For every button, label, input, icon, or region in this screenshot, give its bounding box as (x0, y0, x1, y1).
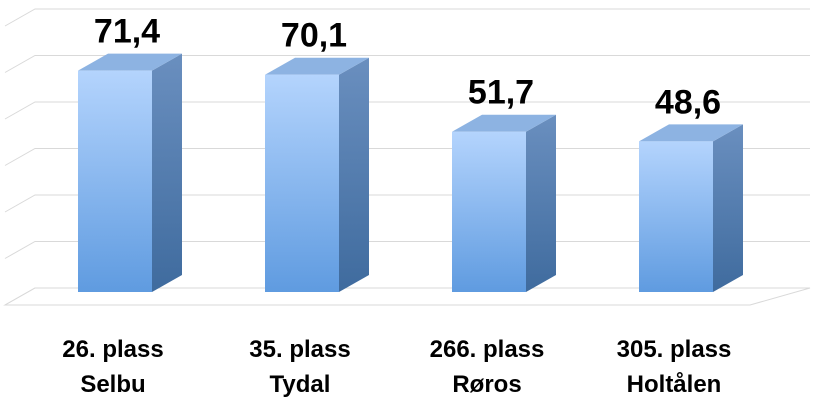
x-tick-label: 305. plass (617, 336, 732, 363)
bar-front (78, 70, 152, 292)
grid-line (4, 287, 810, 306)
bar (452, 114, 556, 292)
bar (265, 57, 369, 292)
bar-side (339, 57, 369, 292)
bar-top (78, 53, 182, 71)
x-tick-label: 266. plass (430, 336, 545, 363)
grid-line (4, 55, 810, 73)
bar-side (152, 53, 182, 292)
value-label: 48,6 (655, 83, 721, 121)
bar-front (639, 141, 713, 292)
bar (639, 124, 743, 292)
bar-top (452, 114, 556, 132)
bar-top (265, 57, 369, 75)
x-tick-label: Røros (452, 371, 521, 398)
value-label: 51,7 (468, 74, 534, 112)
bar-top (639, 124, 743, 142)
x-tick-label: 35. plass (249, 336, 350, 363)
x-tick-label: Holtålen (627, 371, 722, 398)
grid-line (4, 8, 810, 27)
bar-side (526, 114, 556, 292)
x-tick-label: Selbu (80, 371, 145, 398)
bar (78, 53, 182, 292)
x-tick-label: 26. plass (62, 336, 163, 363)
value-label: 71,4 (94, 13, 160, 51)
x-tick-label: Tydal (270, 371, 331, 398)
bar-side (713, 124, 743, 292)
grid-line (4, 101, 810, 120)
bar-front (265, 74, 339, 292)
value-label: 70,1 (281, 17, 347, 55)
bar-front (452, 131, 526, 292)
